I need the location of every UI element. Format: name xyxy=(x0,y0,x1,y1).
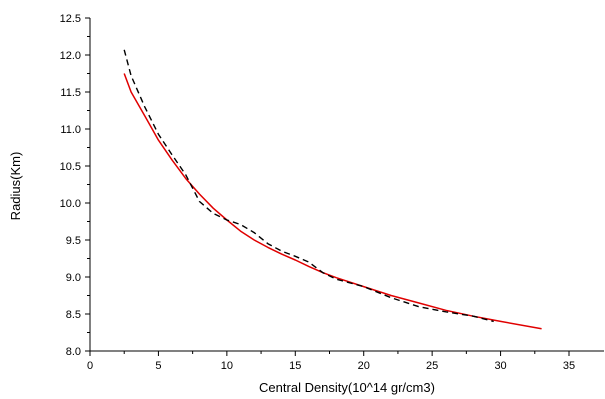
x-tick-label: 10 xyxy=(221,360,233,372)
y-tick-label: 10.0 xyxy=(60,198,81,210)
y-tick-label: 11.0 xyxy=(60,124,81,136)
x-axis-title: Central Density(10^14 gr/cm3) xyxy=(259,380,435,395)
y-tick-label: 8.0 xyxy=(66,346,81,358)
y-tick-label: 12.0 xyxy=(60,50,81,62)
x-tick-label: 5 xyxy=(155,360,161,372)
x-tick-label: 35 xyxy=(563,360,575,372)
x-tick-label: 20 xyxy=(358,360,370,372)
series-line-dashed xyxy=(123,49,494,323)
x-tick-label: 25 xyxy=(426,360,438,372)
x-tick-label: 0 xyxy=(87,360,93,372)
axes-layer: 0 5 10 15 20 25 30 35 8.0 8.5 9.0 9.5 10.0 10.5 11.0 11… xyxy=(60,13,604,372)
x-tick-label: 15 xyxy=(289,360,301,372)
x-tick-label: 30 xyxy=(494,360,506,372)
y-tick-label: 9.5 xyxy=(66,235,81,247)
y-tick-label: 8.5 xyxy=(66,309,81,321)
y-tick-label: 10.5 xyxy=(60,161,81,173)
y-tick-label: 11.5 xyxy=(60,87,81,99)
series-layer xyxy=(123,49,542,330)
y-tick-label: 9.0 xyxy=(66,272,81,284)
y-tick-label: 12.5 xyxy=(60,13,81,25)
series-line-solid xyxy=(123,73,542,330)
y-axis-title: Radius(Km) xyxy=(8,152,23,221)
